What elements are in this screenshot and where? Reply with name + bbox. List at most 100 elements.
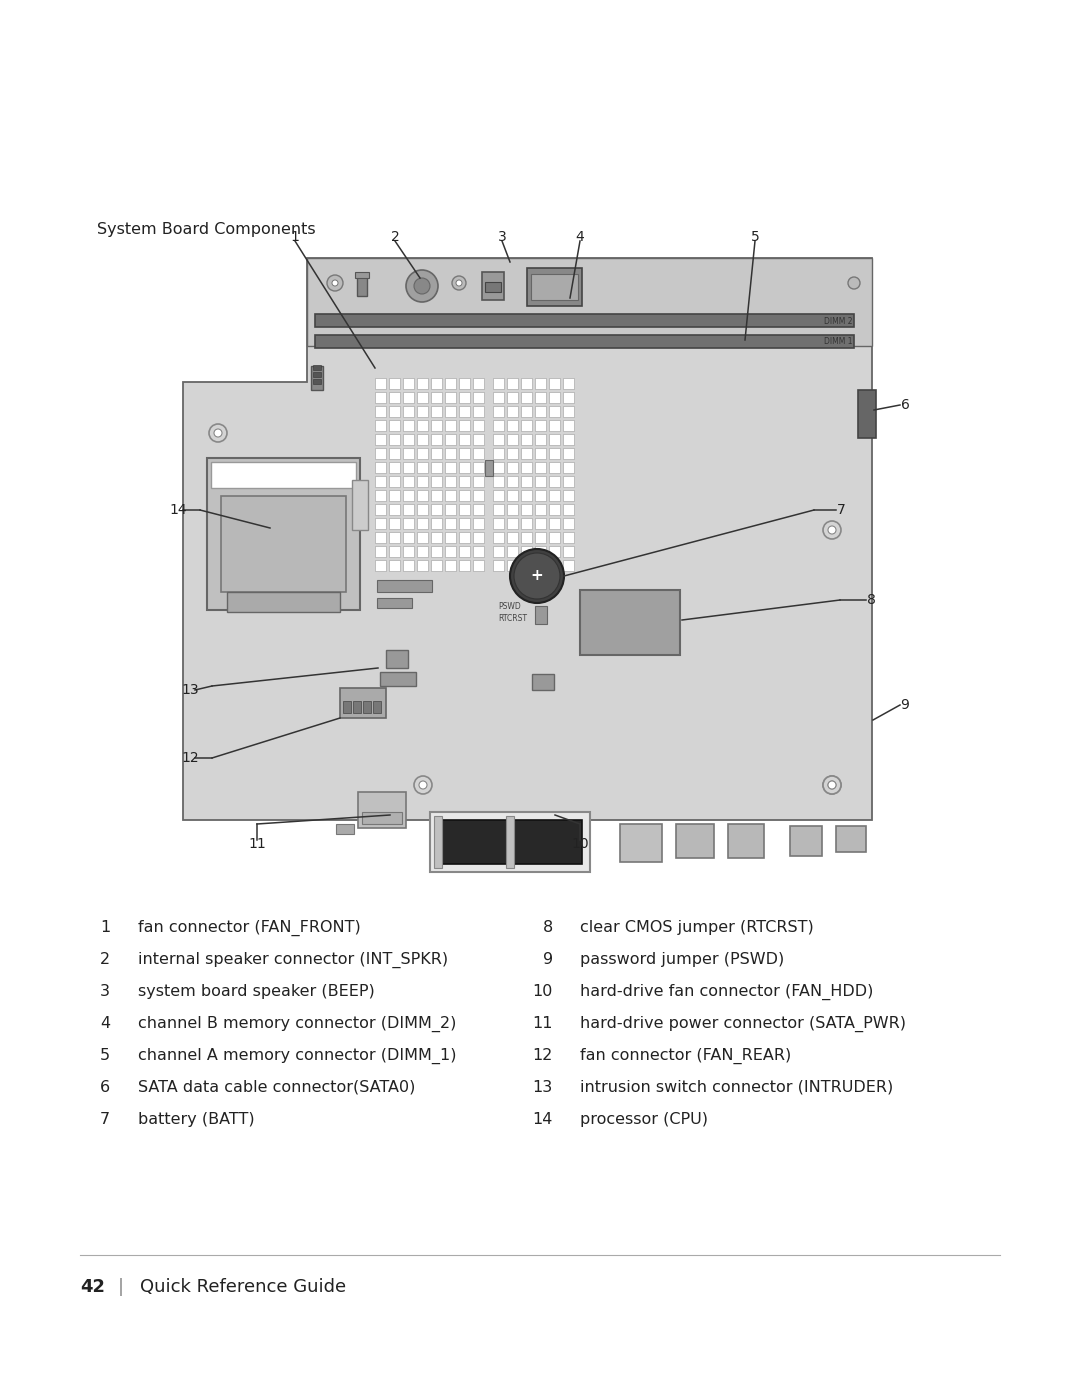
Bar [403, 490, 414, 502]
Bar [417, 490, 428, 502]
Bar [389, 546, 400, 557]
Circle shape [828, 781, 836, 789]
Circle shape [823, 775, 841, 793]
Bar [389, 476, 400, 488]
Bar [459, 434, 470, 446]
Bar [507, 379, 518, 388]
Circle shape [210, 425, 227, 441]
Bar [431, 393, 442, 402]
Text: intrusion switch connector (INTRUDER): intrusion switch connector (INTRUDER) [580, 1080, 893, 1095]
Bar [535, 560, 546, 571]
Bar [549, 407, 561, 416]
Bar [473, 518, 484, 529]
Bar [313, 365, 321, 370]
Text: DIMM 2: DIMM 2 [824, 317, 852, 326]
Bar [459, 448, 470, 460]
Bar [355, 272, 369, 278]
Bar [535, 407, 546, 416]
Circle shape [414, 775, 432, 793]
Text: PSWD: PSWD [498, 602, 521, 610]
Bar [549, 393, 561, 402]
Bar [507, 816, 514, 868]
Bar [375, 532, 386, 543]
Bar [492, 462, 504, 474]
Circle shape [456, 279, 462, 286]
Bar [485, 460, 492, 476]
Bar [521, 546, 532, 557]
Bar [375, 379, 386, 388]
Text: channel B memory connector (DIMM_2): channel B memory connector (DIMM_2) [138, 1016, 457, 1032]
Bar [445, 462, 456, 474]
Bar [431, 420, 442, 432]
Bar [836, 826, 866, 852]
Bar [431, 490, 442, 502]
Bar [389, 379, 400, 388]
Bar [403, 379, 414, 388]
Bar [521, 434, 532, 446]
Bar [535, 393, 546, 402]
Bar [507, 448, 518, 460]
Bar [507, 518, 518, 529]
Bar [417, 504, 428, 515]
Bar [311, 366, 323, 390]
Text: 7: 7 [837, 503, 846, 517]
Bar [535, 504, 546, 515]
Bar [507, 490, 518, 502]
Bar [375, 420, 386, 432]
Bar [563, 518, 573, 529]
Bar [473, 462, 484, 474]
Bar [492, 379, 504, 388]
Text: 13: 13 [532, 1080, 553, 1095]
Bar [507, 546, 518, 557]
Bar [315, 335, 854, 348]
Text: 6: 6 [99, 1080, 110, 1095]
Bar [363, 701, 372, 712]
Bar [375, 434, 386, 446]
Bar [531, 274, 578, 300]
Bar [485, 282, 501, 292]
Text: 13: 13 [181, 683, 199, 697]
Bar [507, 560, 518, 571]
Bar [417, 379, 428, 388]
Bar [527, 268, 582, 306]
Text: hard-drive power connector (SATA_PWR): hard-drive power connector (SATA_PWR) [580, 1016, 906, 1032]
Bar [473, 546, 484, 557]
Bar [403, 546, 414, 557]
Bar [459, 490, 470, 502]
Polygon shape [183, 258, 872, 820]
Bar [473, 476, 484, 488]
Bar [535, 379, 546, 388]
Text: internal speaker connector (INT_SPKR): internal speaker connector (INT_SPKR) [138, 951, 448, 968]
Bar [459, 546, 470, 557]
Bar [459, 476, 470, 488]
Bar [445, 476, 456, 488]
Bar [473, 490, 484, 502]
Bar [445, 490, 456, 502]
Circle shape [828, 527, 836, 534]
Text: 14: 14 [170, 503, 187, 517]
Bar [492, 560, 504, 571]
Bar [473, 434, 484, 446]
Text: 42: 42 [80, 1278, 105, 1296]
Bar [377, 598, 411, 608]
Bar [459, 407, 470, 416]
Text: 4: 4 [576, 231, 584, 244]
Text: clear CMOS jumper (RTCRST): clear CMOS jumper (RTCRST) [580, 921, 813, 935]
Bar [563, 407, 573, 416]
Circle shape [332, 279, 338, 286]
Bar [473, 393, 484, 402]
Text: 1: 1 [99, 921, 110, 935]
Bar [563, 560, 573, 571]
Bar [307, 258, 872, 346]
Bar [417, 532, 428, 543]
Circle shape [828, 781, 836, 789]
Bar [403, 393, 414, 402]
Bar [431, 546, 442, 557]
Text: 5: 5 [751, 231, 759, 244]
Bar [549, 448, 561, 460]
Bar [403, 448, 414, 460]
Bar [211, 462, 356, 488]
Bar [430, 812, 590, 872]
Bar [375, 393, 386, 402]
Text: 10: 10 [571, 837, 589, 851]
